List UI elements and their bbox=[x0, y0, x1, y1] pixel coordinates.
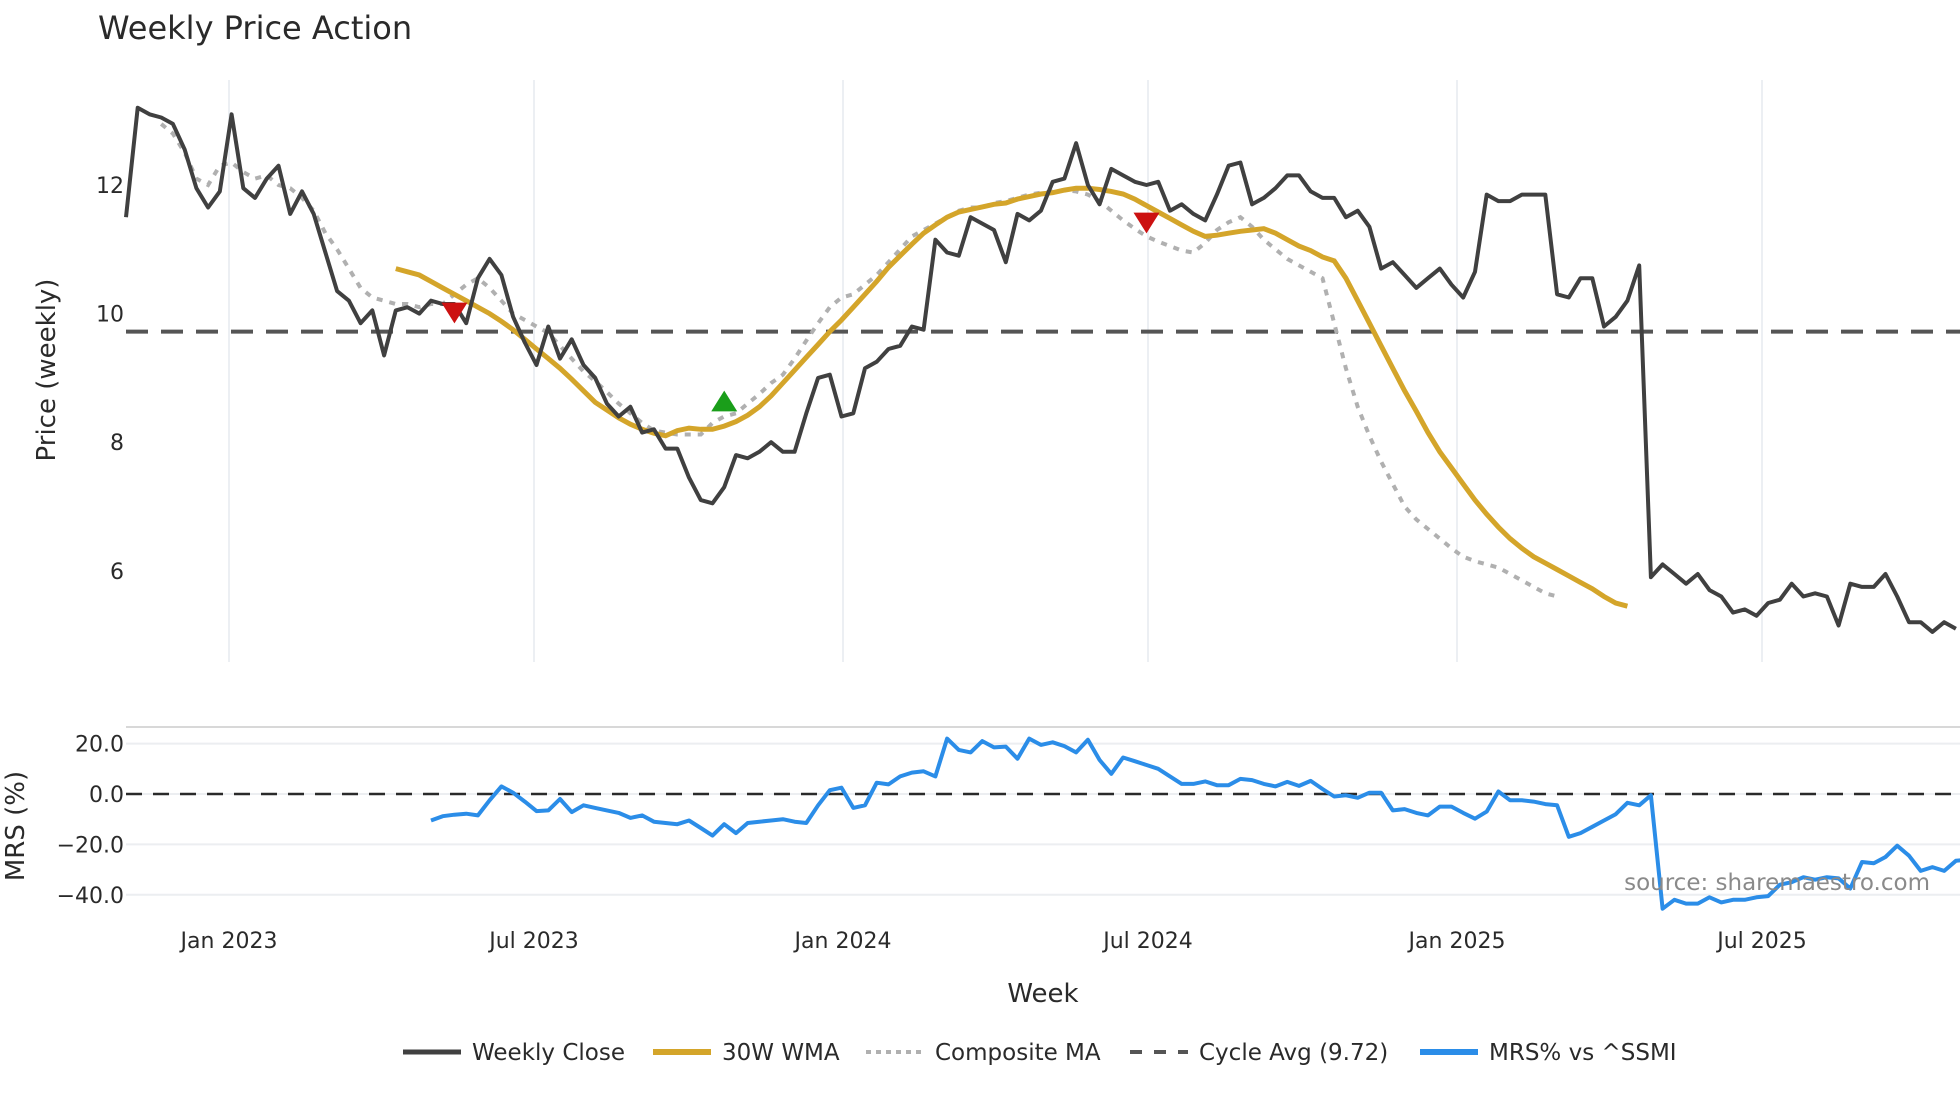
mrs-y-tick-label: −20.0 bbox=[57, 833, 124, 858]
legend-label: Composite MA bbox=[935, 1040, 1101, 1066]
sell-signal-marker bbox=[1133, 212, 1160, 234]
legend-label: Cycle Avg (9.72) bbox=[1199, 1040, 1388, 1066]
price-y-ticks: 6 8 10 12 bbox=[96, 174, 124, 585]
wma-30w-line bbox=[395, 185, 1629, 609]
legend-item: Weekly Close bbox=[403, 1040, 625, 1066]
legend-item: Cycle Avg (9.72) bbox=[1130, 1040, 1388, 1066]
legend-label: MRS% vs ^SSMI bbox=[1489, 1040, 1677, 1066]
x-tick-label: Jul 2023 bbox=[487, 929, 579, 954]
price-y-tick-label: 12 bbox=[96, 174, 124, 199]
buy-signal-marker bbox=[711, 390, 738, 412]
legend-label: Weekly Close bbox=[472, 1040, 625, 1066]
price-y-tick-label: 6 bbox=[110, 560, 124, 585]
legend: Weekly Close 30W WMA Composite MA Cycle Avg… bbox=[403, 1040, 1677, 1066]
x-tick-label: Jul 2024 bbox=[1101, 929, 1193, 954]
x-tick-label: Jan 2024 bbox=[793, 929, 892, 954]
mrs-line bbox=[430, 736, 1960, 911]
price-y-axis-label: Price (weekly) bbox=[32, 279, 62, 462]
signal-markers bbox=[441, 212, 1160, 412]
mrs-y-tick-label: 20.0 bbox=[75, 733, 124, 758]
x-tick-label: Jul 2025 bbox=[1715, 929, 1807, 954]
mrs-y-axis-label: MRS (%) bbox=[1, 771, 31, 881]
mrs-y-tick-label: 0.0 bbox=[89, 783, 124, 808]
legend-label: 30W WMA bbox=[722, 1040, 840, 1066]
chart-title: Weekly Price Action bbox=[98, 9, 412, 47]
price-y-tick-label: 10 bbox=[96, 303, 124, 328]
x-axis-label: Week bbox=[1007, 979, 1078, 1009]
legend-item: Composite MA bbox=[866, 1040, 1101, 1066]
source-label: source: sharemaestro.com bbox=[1624, 870, 1930, 896]
legend-item: MRS% vs ^SSMI bbox=[1420, 1040, 1677, 1066]
price-gridlines bbox=[228, 80, 1763, 662]
mrs-y-ticks: 20.0 0.0 −20.0 −40.0 bbox=[57, 733, 124, 909]
price-y-tick-label: 8 bbox=[110, 431, 124, 456]
x-tick-label: Jan 2025 bbox=[1407, 929, 1506, 954]
weekly-close-line bbox=[124, 105, 1957, 634]
legend-item: 30W WMA bbox=[653, 1040, 840, 1066]
x-tick-label: Jan 2023 bbox=[179, 929, 278, 954]
mrs-y-tick-label: −40.0 bbox=[57, 884, 124, 909]
sell-signal-marker bbox=[441, 302, 468, 324]
x-axis-ticks: Jan 2023 Jul 2023 Jan 2024 Jul 2024 Jan 2025… bbox=[179, 929, 1807, 954]
composite-ma-line bbox=[159, 122, 1558, 599]
